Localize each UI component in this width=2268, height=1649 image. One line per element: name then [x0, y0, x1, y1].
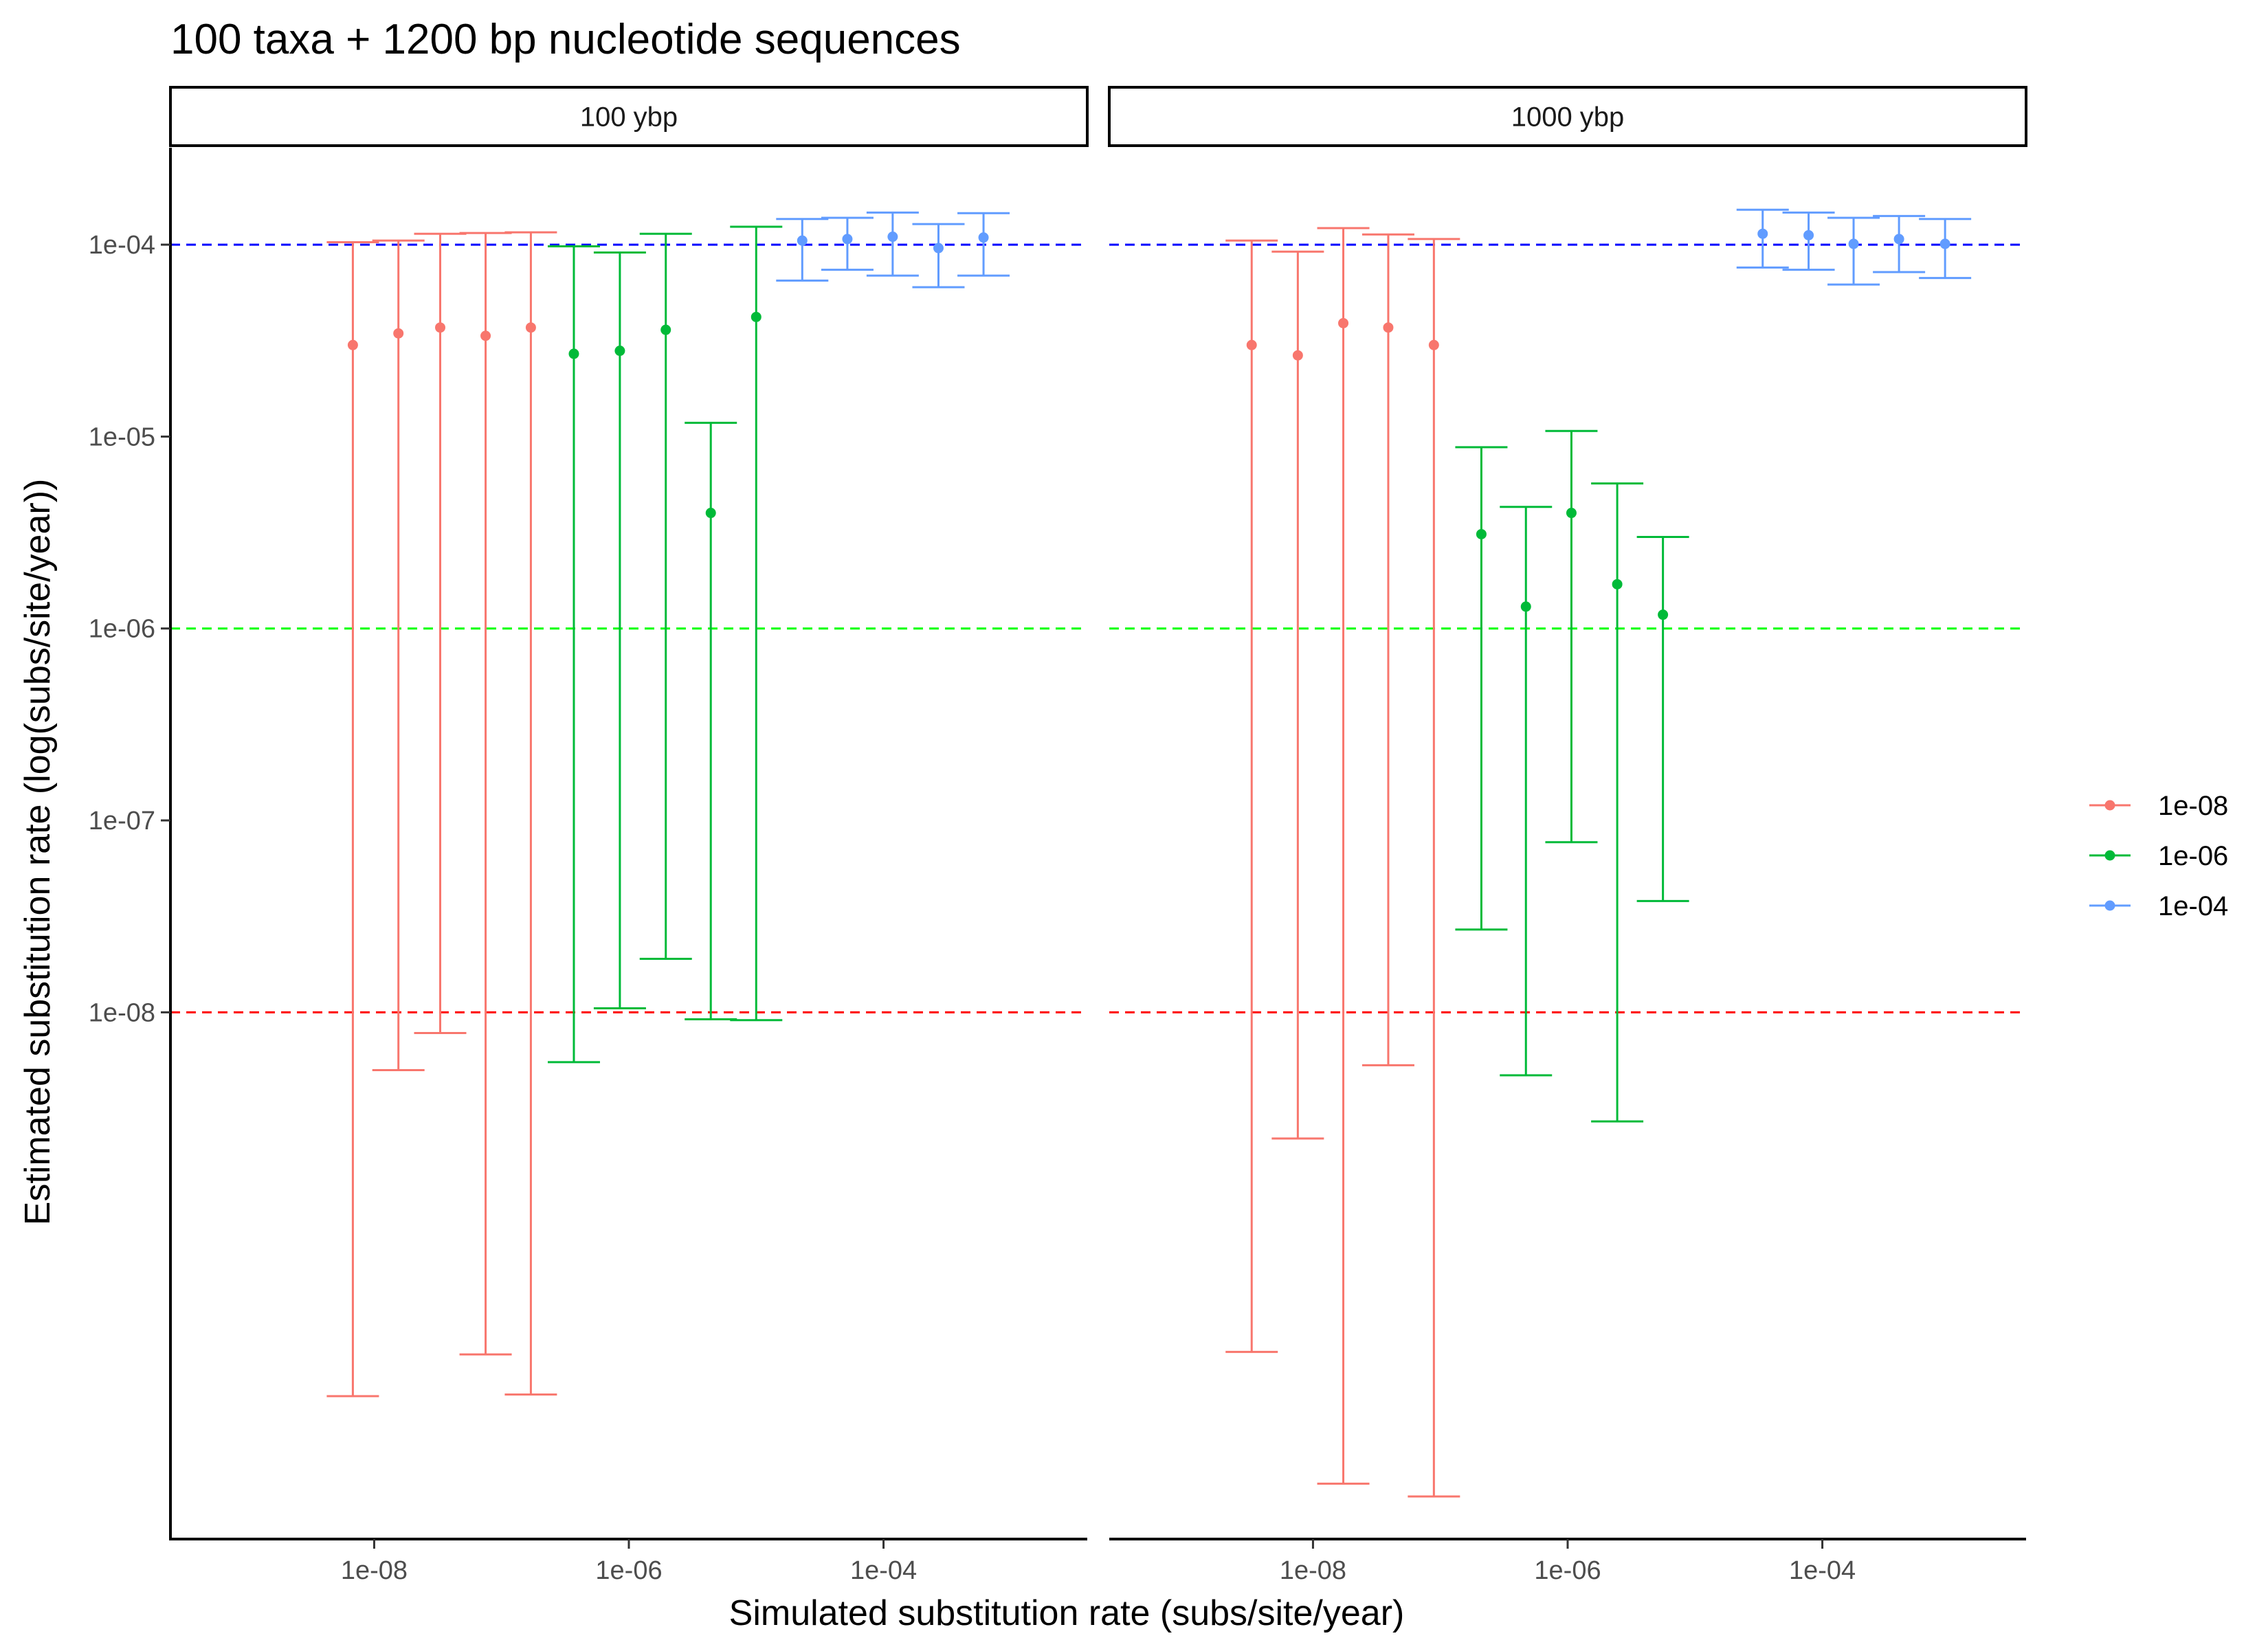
data-point [1520, 601, 1531, 612]
data-point [525, 322, 536, 333]
y-tick-label: 1e-05 [89, 423, 155, 451]
legend: 1e-08 1e-06 1e-04 [2089, 791, 2228, 921]
data-point [842, 234, 853, 245]
data-point [1246, 339, 1257, 350]
data-point [1803, 229, 1814, 240]
x-tick-label: 1e-08 [1280, 1556, 1346, 1585]
panels: 100 ybp 1e-08 1e-06 1e-04 1e-08 1e-07 1e-06 1e-… [89, 86, 2027, 1585]
legend-item: 1e-04 [2089, 891, 2228, 921]
x-axis-title: Simulated substitution rate (subs/site/y… [729, 1593, 1405, 1633]
data-point [1757, 228, 1768, 239]
legend-key-point [2104, 900, 2115, 911]
x-tick-label: 1e-06 [595, 1556, 662, 1585]
data-point [1292, 350, 1303, 361]
y-tick-label: 1e-07 [89, 807, 155, 835]
chart-title: 100 taxa + 1200 bp nucleotide sequences [170, 16, 961, 63]
y-tick-label: 1e-04 [89, 231, 155, 260]
data-point [1848, 238, 1859, 249]
data-point [568, 348, 579, 359]
panel-strip-label: 1000 ybp [1511, 102, 1625, 133]
data-point [660, 324, 671, 335]
legend-item: 1e-08 [2089, 791, 2228, 821]
data-point [1566, 508, 1577, 519]
data-point [797, 235, 808, 246]
panel-strip [169, 86, 1089, 147]
data-point [1658, 609, 1669, 620]
data-point [978, 232, 989, 243]
y-tick-label: 1e-08 [89, 998, 155, 1027]
y-axis-title: Estimated substitution rate (log(subs/si… [18, 479, 58, 1226]
data-point [751, 311, 761, 322]
legend-key-point [2104, 800, 2115, 811]
data-point [1476, 528, 1487, 539]
x-tick-label: 1e-08 [341, 1556, 408, 1585]
y-tick-label: 1e-06 [89, 615, 155, 644]
data-point [347, 339, 358, 350]
data-point [1939, 238, 1950, 249]
x-tick-label: 1e-06 [1534, 1556, 1601, 1585]
data-point [393, 328, 404, 339]
data-point [1612, 579, 1623, 590]
x-tick-label: 1e-04 [1789, 1556, 1856, 1585]
panel-strip-label: 100 ybp [580, 102, 678, 133]
legend-label: 1e-08 [2158, 791, 2228, 821]
data-point [435, 322, 446, 333]
data-point [705, 508, 716, 519]
data-point [1338, 317, 1349, 328]
legend-label: 1e-06 [2158, 841, 2228, 871]
legend-item: 1e-06 [2089, 841, 2228, 871]
data-point [480, 330, 491, 341]
legend-key-point [2104, 850, 2115, 861]
panel: 100 ybp 1e-08 1e-06 1e-04 1e-08 1e-07 1e-06 1e-… [89, 86, 1089, 1585]
data-point [933, 243, 944, 254]
panel-strip [1108, 86, 2027, 147]
data-point [1428, 339, 1439, 350]
panel: 1000 ybp 1e-08 1e-06 1e-04 [1108, 86, 2027, 1585]
data-point [1383, 322, 1394, 333]
x-tick-label: 1e-04 [850, 1556, 917, 1585]
data-point [1893, 234, 1904, 245]
data-point [887, 232, 898, 243]
legend-label: 1e-04 [2158, 891, 2228, 921]
data-point [614, 346, 625, 357]
